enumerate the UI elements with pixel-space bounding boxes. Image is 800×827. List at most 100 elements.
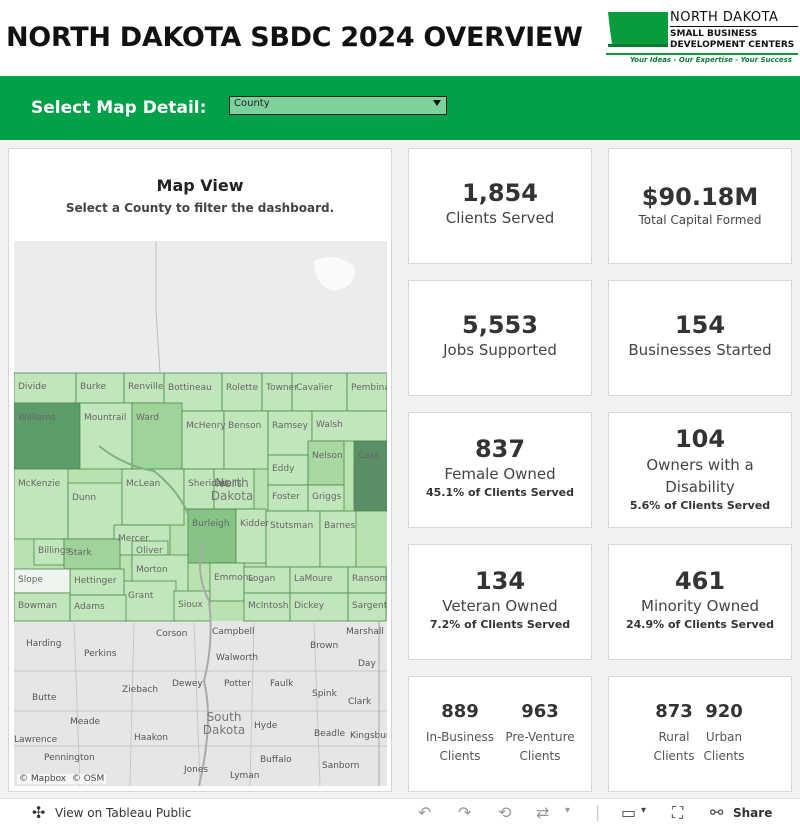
card-clients-served[interactable]: 1,854 Clients Served [408,148,592,264]
rural-value: 873 [655,701,693,722]
sd-county-label-marshall: Marshall [346,627,384,637]
card-location[interactable]: 873 Rural Clients 920 Urban Clients [608,676,792,792]
card-minority[interactable]: 461 Minority Owned 24.9% of Clients Serv… [608,544,792,660]
card-jobs[interactable]: 5,553 Jobs Supported [408,280,592,396]
county-kidder[interactable] [235,508,267,564]
map-attribution[interactable]: © Mapbox © OSM [17,774,107,784]
county-burke[interactable] [75,372,125,404]
county-renville[interactable] [123,372,165,404]
county-label-bottineau: Bottineau [168,383,212,393]
county-label-billings: Billings [38,546,71,556]
county-williams[interactable] [14,402,81,470]
county-label-slope: Slope [18,575,43,585]
sd-county-label-sanborn: Sanborn [322,761,360,771]
county-sargent[interactable] [347,592,387,622]
county-map[interactable]: North Dakota South Dakota Divide Burke Ren… [14,241,387,786]
county-pembina[interactable] [346,372,387,412]
rural-metric: 873 Rural Clients [629,701,719,766]
rural-label: Rural Clients [653,730,695,763]
businesses-label: Businesses Started [628,341,772,359]
county-ward[interactable] [131,402,183,470]
county-logan[interactable] [243,566,291,594]
share-button[interactable]: Share [733,806,773,820]
county-eddy[interactable] [267,454,309,486]
card-client-stage[interactable]: 889 In-Business Clients 963 Pre-Venture Cl… [408,676,592,792]
county-cass[interactable] [353,440,387,512]
county-benson[interactable] [223,410,269,470]
county-mchenry[interactable] [181,410,225,470]
county-emmons[interactable] [209,562,245,602]
sd-county-label-faulk: Faulk [270,679,294,689]
county-bowman[interactable] [14,592,71,622]
county-barnes[interactable] [319,510,357,568]
county-adams[interactable] [69,594,127,622]
present-dropdown-icon[interactable]: ▾ [641,805,647,816]
logo-line-1: NORTH DAKOTA [670,10,779,25]
county-label-ransom: Ransom [352,574,387,584]
view-on-tableau-link[interactable]: View on Tableau Public [55,806,192,820]
county-label-mckenzie: McKenzie [18,479,61,489]
sd-region [14,621,387,786]
missouri-river [198,540,212,786]
county-label-oliver: Oliver [136,546,163,556]
card-businesses[interactable]: 154 Businesses Started [608,280,792,396]
urban-label: Urban Clients [703,730,745,763]
county-grant[interactable] [123,580,177,622]
card-disability[interactable]: 104 Owners with a Disability 5.6% of Cli… [608,412,792,528]
sd-state-label: South Dakota [202,710,246,737]
refresh-icon[interactable]: ⇄ [536,803,550,822]
share-icon[interactable]: ⚯ [710,803,724,822]
logo-tagline: Your Ideas - Our Expertise - Your Succes… [630,56,792,64]
sd-county-label-spink: Spink [312,689,337,699]
undo-icon[interactable]: ↶ [418,803,432,822]
pre-venture-metric: 963 Pre-Venture Clients [495,701,585,766]
county-mclean[interactable] [121,468,185,526]
tableau-logo-icon[interactable]: ✣ [32,803,46,822]
county-wells[interactable] [213,468,255,510]
county-label-adams: Adams [74,602,105,612]
county-label-rolette: Rolette [226,383,258,393]
county-nelson[interactable] [307,440,345,486]
sd-county-label-dewey: Dewey [172,679,203,689]
female-pct: 45.1% of Clients Served [425,486,575,499]
map-detail-select[interactable]: County [229,96,447,115]
county-mckenzie[interactable] [14,468,69,540]
sd-county-label-harding: Harding [26,639,62,649]
county-shapes[interactable] [14,372,387,786]
county-walsh[interactable] [311,410,387,442]
redo-icon[interactable]: ↷ [458,803,472,822]
card-capital[interactable]: $90.18M Total Capital Formed [608,148,792,264]
county-label-burke: Burke [80,382,107,392]
refresh-dropdown-icon[interactable]: ▾ [565,805,571,816]
fullscreen-icon[interactable]: ⛶ [672,803,684,822]
county-label-grant: Grant [128,591,154,601]
county-dickey[interactable] [289,592,349,622]
clients-served-label: Clients Served [445,209,555,227]
county-ramsey[interactable] [267,410,313,456]
county-mcintosh[interactable] [243,592,291,622]
county-rolette[interactable] [221,372,263,412]
revert-icon[interactable]: ⟲ [498,803,512,822]
county-label-mclean: McLean [126,479,161,489]
county-label-wells: Wells [218,479,242,489]
tableau-toolbar: ✣ View on Tableau Public ↶ ↷ ⟲ ⇄ ▾ | ▭ ▾… [0,798,800,827]
logo-divider [670,26,798,27]
county-divide[interactable] [14,372,77,404]
urban-value: 920 [705,701,743,722]
county-stark[interactable] [63,538,121,570]
sd-county-label-ziebach: Ziebach [122,685,159,695]
pre-venture-label: Pre-Venture Clients [505,730,575,763]
card-veteran[interactable]: 134 Veteran Owned 7.2% of Clients Served [408,544,592,660]
county-griggs[interactable] [307,484,345,512]
capital-value: $90.18M [641,183,759,211]
county-label-ward: Ward [136,413,160,423]
county-stutsman[interactable] [265,510,321,568]
card-female-owned[interactable]: 837 Female Owned 45.1% of Clients Served [408,412,592,528]
map-svg[interactable] [14,241,387,786]
county-mountrail[interactable] [79,402,133,470]
present-icon[interactable]: ▭ [621,803,637,822]
county-burleigh[interactable] [187,508,237,564]
dropdown-arrow-icon[interactable] [433,100,441,106]
county-sioux[interactable] [173,590,211,622]
page-title: NORTH DAKOTA SBDC 2024 OVERVIEW [6,22,583,53]
